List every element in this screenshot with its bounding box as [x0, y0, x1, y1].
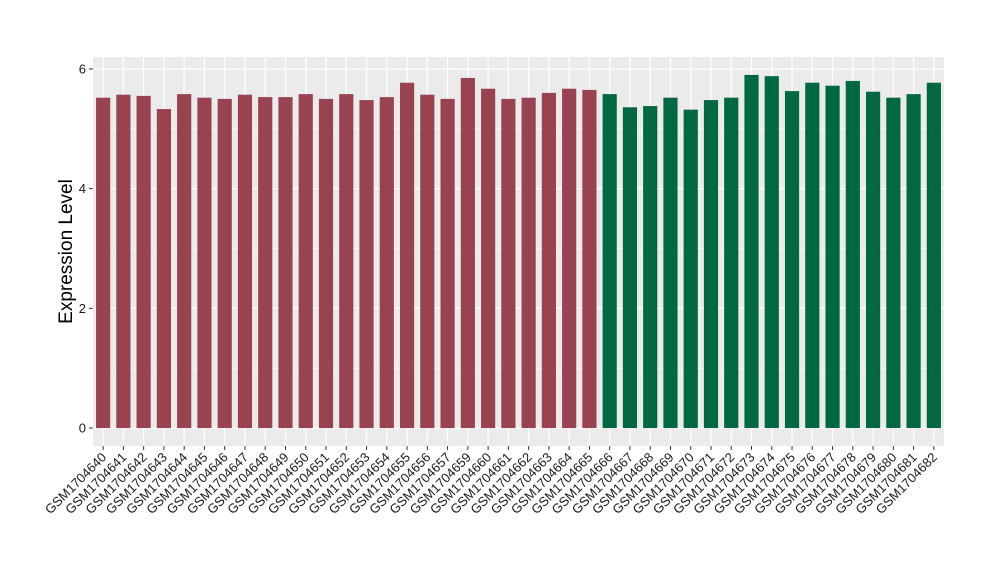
bar	[460, 77, 475, 429]
y-axis-title: Expression Level	[56, 179, 77, 324]
bar	[278, 97, 293, 429]
bar	[683, 109, 698, 429]
bar	[865, 91, 881, 429]
x-axis: GSM1704640GSM1704641GSM1704642GSM1704643…	[42, 446, 940, 517]
plot-panel	[93, 57, 944, 446]
bar	[156, 109, 172, 429]
bar	[420, 94, 435, 429]
bar	[825, 85, 840, 429]
bar	[318, 98, 334, 429]
bar	[521, 97, 536, 429]
bar	[440, 98, 455, 429]
bar	[744, 74, 759, 429]
bar	[359, 100, 374, 429]
y-axis: 0 2 4 6	[79, 61, 93, 436]
y-tick-label: 0	[79, 421, 86, 436]
bar	[906, 94, 921, 429]
bar	[582, 89, 597, 429]
y-tick-label: 2	[79, 301, 86, 316]
bar	[96, 97, 111, 429]
bar	[663, 97, 678, 429]
bar	[622, 107, 638, 429]
bar	[562, 88, 577, 429]
y-tick-label: 6	[79, 61, 86, 76]
bar	[703, 100, 719, 429]
bar	[845, 80, 860, 429]
bar	[926, 82, 941, 429]
bar	[805, 82, 820, 429]
bar	[217, 98, 232, 429]
bar	[643, 106, 658, 429]
bar	[116, 94, 131, 429]
bar	[886, 97, 901, 429]
bar	[339, 94, 354, 429]
bar	[237, 94, 253, 429]
bar	[399, 82, 415, 429]
bar	[379, 97, 394, 429]
bar	[177, 94, 192, 429]
bar	[784, 91, 800, 429]
bar	[136, 95, 151, 429]
bar	[541, 92, 556, 429]
bars	[96, 74, 941, 429]
bar	[197, 97, 212, 429]
bar	[602, 94, 617, 429]
bar	[481, 88, 496, 429]
bar	[764, 76, 779, 429]
bar	[724, 97, 739, 429]
bar	[298, 94, 313, 429]
bar	[501, 98, 516, 429]
bar	[258, 97, 273, 429]
y-tick-label: 4	[79, 181, 86, 196]
